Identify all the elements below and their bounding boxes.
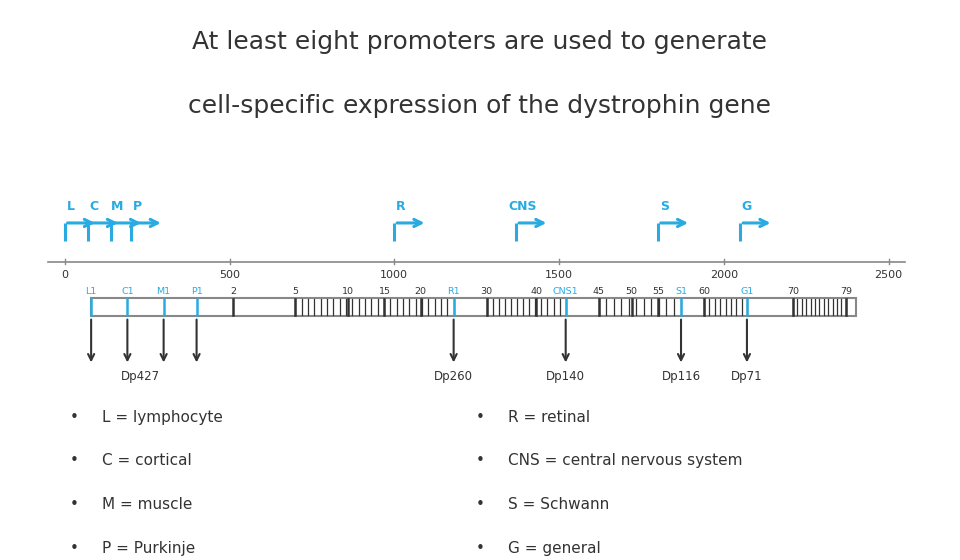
Text: R = retinal: R = retinal: [508, 409, 589, 424]
Text: P1: P1: [191, 287, 203, 296]
Text: •: •: [70, 497, 79, 512]
Text: •: •: [475, 454, 485, 468]
Text: CNS1: CNS1: [553, 287, 579, 296]
Text: 79: 79: [840, 287, 852, 296]
Text: 50: 50: [626, 287, 637, 296]
Text: G: G: [742, 200, 752, 213]
Text: C: C: [90, 200, 99, 213]
Text: L: L: [67, 200, 75, 213]
Text: 55: 55: [652, 287, 664, 296]
Text: 10: 10: [342, 287, 354, 296]
Text: Dp427: Dp427: [121, 370, 160, 383]
Text: cell-specific expression of the dystrophin gene: cell-specific expression of the dystroph…: [188, 94, 772, 118]
Text: 60: 60: [698, 287, 710, 296]
Text: 2500: 2500: [875, 270, 902, 280]
Text: 70: 70: [787, 287, 799, 296]
Text: S: S: [660, 200, 669, 213]
Text: M = muscle: M = muscle: [102, 497, 193, 512]
Text: •: •: [475, 409, 485, 424]
Text: S = Schwann: S = Schwann: [508, 497, 609, 512]
Text: Dp116: Dp116: [661, 370, 701, 383]
Text: L = lymphocyte: L = lymphocyte: [102, 409, 223, 424]
Text: At least eight promoters are used to generate: At least eight promoters are used to gen…: [193, 30, 767, 54]
Text: 1500: 1500: [545, 270, 573, 280]
Text: 2000: 2000: [709, 270, 738, 280]
Text: •: •: [70, 541, 79, 556]
Text: Dp140: Dp140: [546, 370, 586, 383]
Text: 30: 30: [481, 287, 492, 296]
Text: 2: 2: [229, 287, 236, 296]
Text: S1: S1: [675, 287, 687, 296]
Text: R: R: [396, 200, 406, 213]
Text: C1: C1: [121, 287, 133, 296]
Text: 1000: 1000: [380, 270, 408, 280]
Text: CNS = central nervous system: CNS = central nervous system: [508, 454, 742, 468]
Text: P: P: [132, 200, 142, 213]
Text: 500: 500: [219, 270, 240, 280]
Text: 15: 15: [378, 287, 391, 296]
Text: 20: 20: [415, 287, 426, 296]
Text: G1: G1: [740, 287, 754, 296]
Text: •: •: [475, 497, 485, 512]
Text: CNS: CNS: [509, 200, 537, 213]
Text: 5: 5: [293, 287, 299, 296]
Text: •: •: [475, 541, 485, 556]
Text: G = general: G = general: [508, 541, 600, 556]
Text: 45: 45: [592, 287, 605, 296]
Text: M: M: [111, 200, 124, 213]
Text: P = Purkinje: P = Purkinje: [102, 541, 196, 556]
Text: •: •: [70, 409, 79, 424]
Text: Dp71: Dp71: [732, 370, 763, 383]
Text: R1: R1: [447, 287, 460, 296]
Text: 40: 40: [530, 287, 542, 296]
Text: M1: M1: [156, 287, 171, 296]
Text: Dp260: Dp260: [434, 370, 473, 383]
Text: 0: 0: [61, 270, 68, 280]
Text: L1: L1: [85, 287, 97, 296]
Text: C = cortical: C = cortical: [102, 454, 192, 468]
Text: •: •: [70, 454, 79, 468]
Bar: [91, 298, 855, 316]
